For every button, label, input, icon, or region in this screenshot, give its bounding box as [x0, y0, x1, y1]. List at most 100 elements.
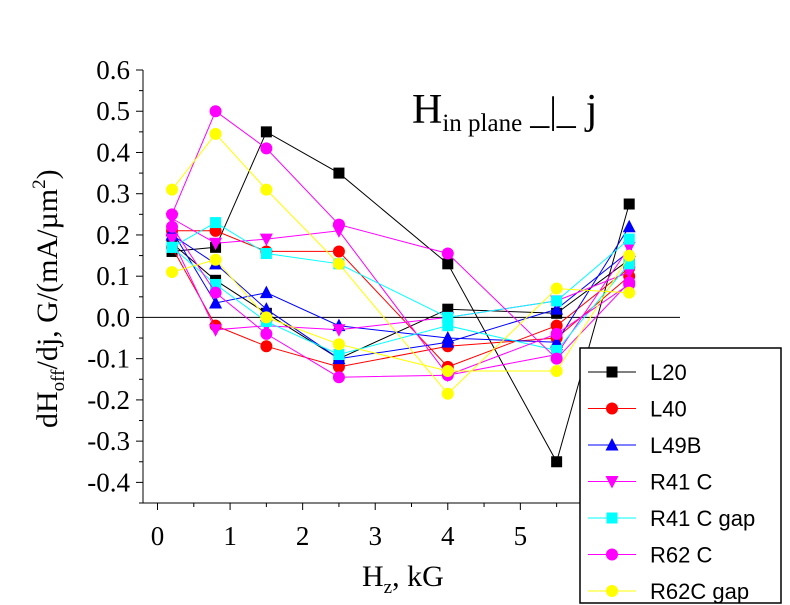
- data-point: [259, 285, 273, 299]
- data-point: [623, 198, 635, 210]
- y-axis-title-p1: dH: [31, 391, 64, 428]
- legend-marker: [605, 476, 619, 489]
- data-point: [333, 167, 345, 179]
- data-point: [259, 233, 273, 247]
- y-tick-label: 0.0: [96, 302, 130, 332]
- x-axis-title: Hz, kG: [362, 560, 444, 598]
- legend-label: R62C gap: [650, 579, 749, 604]
- annotation-rest: j: [584, 87, 598, 133]
- data-point: [551, 295, 563, 307]
- data-point: [260, 340, 273, 353]
- legend-label: R41 C: [650, 470, 712, 495]
- data-point: [442, 258, 454, 270]
- data-point: [259, 302, 273, 315]
- data-point: [333, 349, 345, 361]
- data-point: [441, 335, 455, 348]
- annotation-symbol: _|_: [529, 90, 577, 132]
- legend-marker: [606, 548, 618, 561]
- legend-item: R62 C: [588, 543, 712, 568]
- plot-area: [165, 105, 636, 468]
- annotation-main: H: [412, 87, 442, 133]
- series-l20: [166, 126, 635, 468]
- y-tick-label: 0.1: [96, 261, 130, 291]
- data-point: [550, 335, 564, 348]
- y-tick-label: 0.6: [96, 55, 130, 85]
- data-point: [622, 241, 636, 255]
- y-tick-label: -0.4: [87, 467, 130, 497]
- x-tick-label: 0: [151, 521, 165, 551]
- data-point: [209, 286, 222, 299]
- x-axis-title-rest: , kG: [392, 560, 444, 593]
- data-point: [623, 233, 635, 245]
- data-point: [551, 344, 563, 356]
- data-point: [209, 253, 222, 266]
- y-tick-label: -0.1: [87, 344, 130, 374]
- data-point: [623, 258, 635, 270]
- data-point: [210, 278, 222, 290]
- data-point: [332, 371, 345, 384]
- data-point: [623, 286, 636, 299]
- data-point: [260, 183, 273, 196]
- legend-label: L20: [650, 360, 687, 385]
- y-tick-label: 0.3: [96, 179, 130, 209]
- legend-item: R41 C gap: [588, 506, 755, 531]
- series-r62c-gap: [166, 127, 636, 400]
- legend-label: L49B: [650, 433, 701, 458]
- data-point: [260, 142, 273, 155]
- data-point: [260, 327, 273, 340]
- x-tick-label: 3: [368, 521, 382, 551]
- data-point: [332, 338, 345, 351]
- y-axis-title: dHoff/dj, G/(mA/µm2): [29, 169, 69, 428]
- data-point: [550, 302, 564, 315]
- data-point: [332, 218, 345, 231]
- legend-item: L49B: [588, 433, 701, 458]
- data-point: [442, 303, 454, 315]
- data-point: [442, 311, 454, 323]
- legend-item: L40: [588, 397, 687, 422]
- y-tick-label: 0.2: [96, 220, 130, 250]
- x-tick-label: 2: [296, 521, 310, 551]
- data-point: [551, 456, 563, 468]
- legend-item: R41 C: [588, 470, 712, 495]
- data-point: [623, 278, 636, 291]
- data-point: [260, 126, 272, 138]
- annotation-sub: in plane: [442, 110, 522, 137]
- data-point: [209, 127, 222, 140]
- legend-marker: [606, 366, 618, 378]
- data-point: [441, 387, 454, 400]
- legend-label: L40: [650, 397, 687, 422]
- data-point: [441, 247, 454, 260]
- data-point: [260, 248, 272, 260]
- legend-marker: [606, 585, 618, 597]
- series-r62-c: [166, 105, 636, 384]
- data-point: [166, 266, 179, 279]
- data-point: [622, 219, 636, 233]
- y-axis-title-p2: /dj, G/(mA/µm: [31, 189, 64, 370]
- annotation: Hin plane _|_ j: [412, 87, 597, 137]
- x-tick-label: 1: [223, 521, 237, 551]
- data-point: [166, 220, 179, 233]
- data-point: [332, 245, 345, 258]
- y-axis-title-p3: ): [31, 169, 64, 179]
- data-point: [550, 365, 563, 378]
- x-axis-title-main: H: [362, 560, 384, 593]
- x-axis-title-sub: z: [384, 577, 392, 598]
- data-point: [209, 237, 223, 251]
- x-tick-label: 5: [514, 521, 528, 551]
- legend-marker: [606, 402, 618, 415]
- data-point: [209, 105, 222, 118]
- data-point: [210, 217, 222, 229]
- data-point: [550, 282, 563, 295]
- legend-item: R62C gap: [588, 579, 749, 604]
- x-tick-label: 4: [441, 521, 455, 551]
- legend: L20 L40 L49B R41 C R41 C gap R62 C R62C gap: [579, 347, 782, 604]
- data-point: [441, 365, 454, 378]
- data-point: [550, 319, 563, 332]
- data-point: [550, 327, 563, 340]
- legend-marker: [606, 512, 618, 524]
- data-point: [165, 233, 179, 247]
- legend-box: [579, 347, 782, 604]
- data-point: [209, 324, 223, 337]
- y-tick-label: -0.3: [87, 426, 130, 456]
